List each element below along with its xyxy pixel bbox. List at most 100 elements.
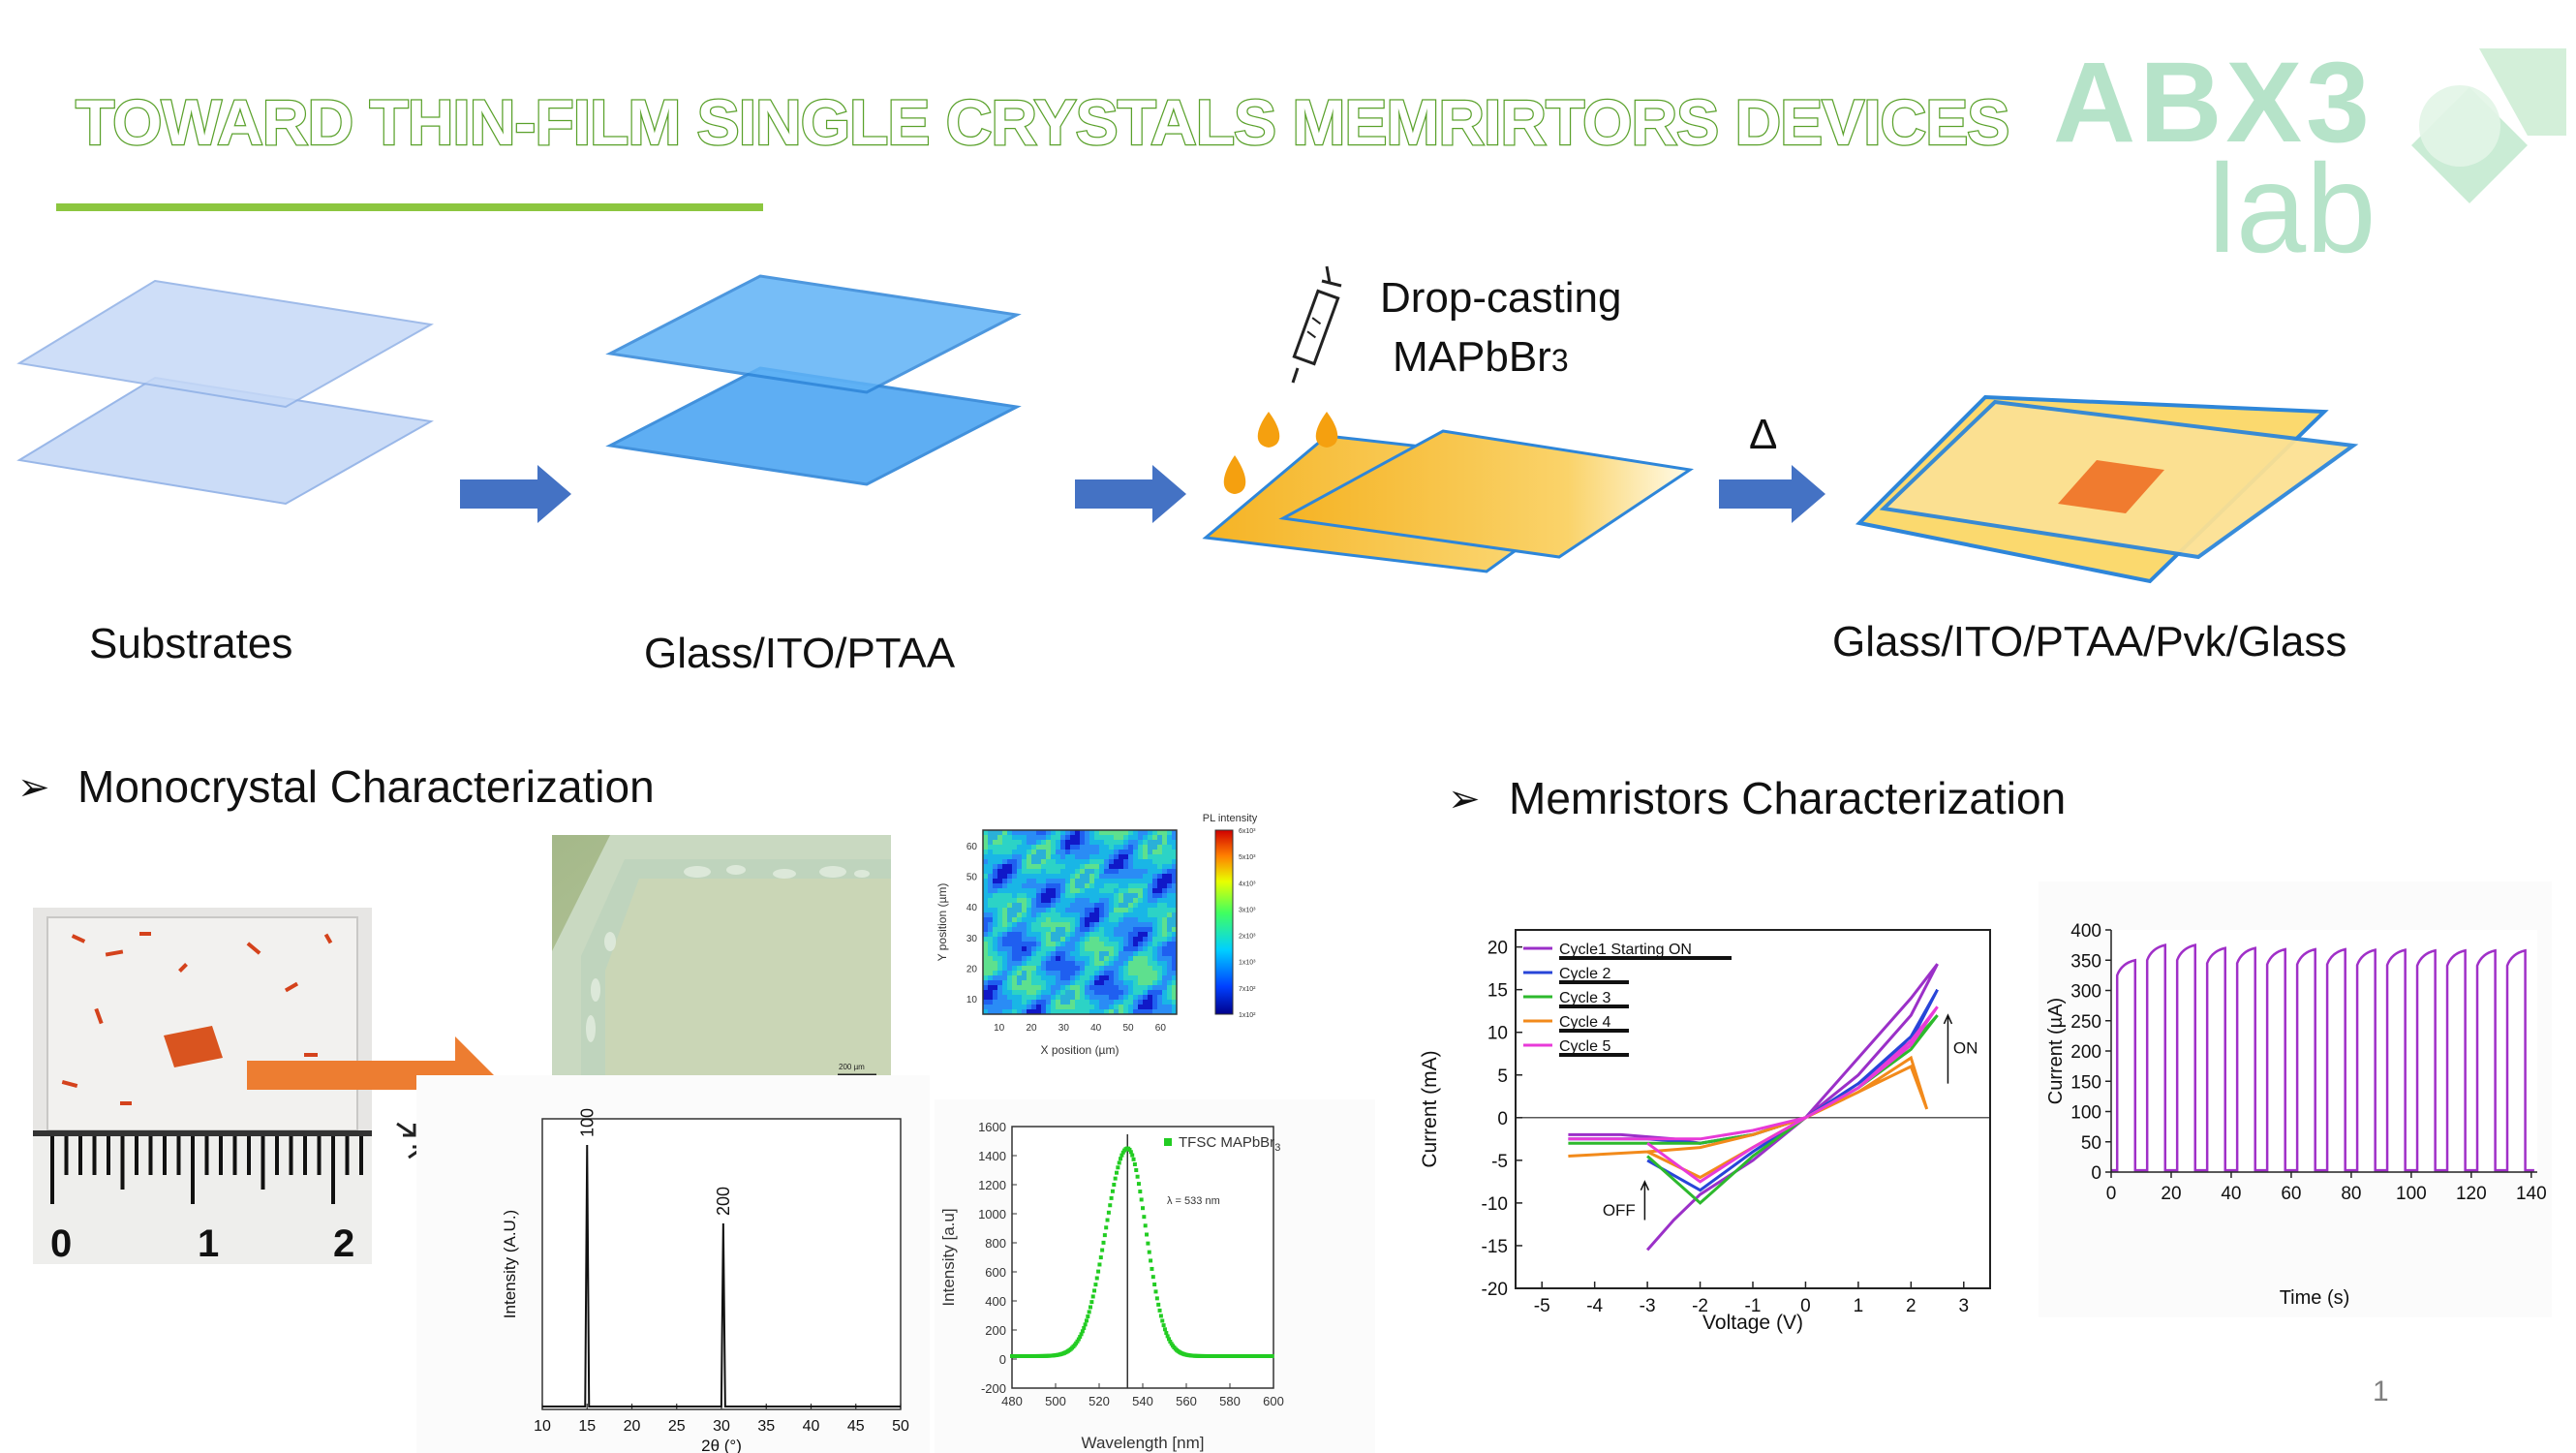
- heatmap-cell: [1172, 845, 1178, 850]
- heatmap-cell: [1114, 956, 1119, 962]
- heatmap-cell: [1089, 927, 1095, 933]
- heatmap-cell: [1143, 864, 1149, 870]
- pl-data-point: [1160, 1318, 1165, 1323]
- heatmap-cell: [983, 879, 989, 884]
- heatmap-cell: [1133, 908, 1139, 913]
- pl-data-point: [1102, 1233, 1107, 1238]
- heatmap-cell: [1041, 927, 1047, 933]
- heatmap-cell: [1027, 893, 1032, 899]
- heatmap-cell: [1148, 869, 1153, 875]
- heatmap-cell: [1031, 835, 1037, 841]
- heatmap-cell: [988, 908, 994, 913]
- heatmap-cell: [988, 951, 994, 957]
- heatmap-cell: [1123, 850, 1129, 855]
- heatmap-cell: [1123, 975, 1129, 981]
- heatmap-cell: [1109, 859, 1115, 865]
- heatmap-cell: [1080, 864, 1086, 870]
- heatmap-cell: [1167, 850, 1173, 855]
- heatmap-cell: [1119, 903, 1124, 909]
- heatmap-cell: [1036, 922, 1042, 928]
- heatmap-cell: [1002, 874, 1008, 880]
- heatmap-cell: [1114, 874, 1119, 880]
- heatmap-cell: [1089, 990, 1095, 996]
- heatmap-cell: [993, 980, 998, 986]
- heatmap-cell: [1060, 942, 1066, 947]
- pl-data-point: [1094, 1276, 1099, 1281]
- heatmap-cell: [997, 1000, 1003, 1005]
- heatmap-cell: [1114, 883, 1119, 889]
- heatmap-cell: [1036, 864, 1042, 870]
- heatmap-cell: [1109, 922, 1115, 928]
- heatmap-cell: [1046, 1000, 1052, 1005]
- heatmap-cell: [1060, 1009, 1066, 1015]
- pl-data-point: [1119, 1157, 1123, 1161]
- heatmap-cell: [1167, 874, 1173, 880]
- heatmap-cell: [1017, 912, 1023, 918]
- heatmap-cell: [1046, 927, 1052, 933]
- heatmap-cell: [1123, 971, 1129, 976]
- heatmap-cell: [1109, 854, 1115, 860]
- heatmap-cell: [1114, 966, 1119, 972]
- heatmap-cell: [1172, 874, 1178, 880]
- heatmap-cell: [1123, 830, 1129, 836]
- heatmap-cell: [1007, 922, 1013, 928]
- heatmap-cell: [1089, 1009, 1095, 1015]
- heatmap-cell: [1046, 951, 1052, 957]
- heatmap-cell: [983, 985, 989, 991]
- heatmap-cell: [1070, 937, 1076, 943]
- heatmap-cell: [1060, 854, 1066, 860]
- heatmap-cell: [1046, 975, 1052, 981]
- heatmap-cell: [1002, 937, 1008, 943]
- heatmap-cell: [993, 971, 998, 976]
- iv-ytick: 0: [1497, 1109, 1508, 1129]
- heatmap-cell: [1051, 898, 1057, 904]
- heatmap-cell: [1036, 830, 1042, 836]
- heatmap-cell: [1143, 854, 1149, 860]
- heatmap-cell: [1143, 922, 1149, 928]
- heatmap-cell: [1075, 869, 1081, 875]
- heatmap-cell: [1085, 966, 1090, 972]
- heatmap-cell: [993, 937, 998, 943]
- heatmap-cell: [1157, 1005, 1163, 1010]
- heatmap-ytick: 10: [966, 995, 978, 1005]
- heatmap-cell: [1056, 966, 1061, 972]
- pl-ytick: -200: [981, 1381, 1006, 1396]
- heatmap-cell: [983, 937, 989, 943]
- heatmap-cell: [1036, 985, 1042, 991]
- pl-data-point: [1120, 1150, 1125, 1155]
- heatmap-cell: [1046, 946, 1052, 952]
- heatmap-cell: [1119, 951, 1124, 957]
- heatmap-cell: [1148, 922, 1153, 928]
- heatmap-cell: [1157, 975, 1163, 981]
- heatmap-cell: [983, 971, 989, 976]
- heatmap-cell: [1089, 835, 1095, 841]
- heatmap-cell: [1128, 874, 1134, 880]
- heatmap-cell: [983, 942, 989, 947]
- heatmap-cell: [1017, 869, 1023, 875]
- heatmap-cell: [1104, 990, 1110, 996]
- heatmap-cell: [1031, 946, 1037, 952]
- heatmap-cell: [1046, 874, 1052, 880]
- heatmap-cell: [1065, 845, 1071, 850]
- heatmap-cell: [1056, 951, 1061, 957]
- heatmap-cell: [1167, 840, 1173, 846]
- xrd-xtick: 20: [624, 1418, 641, 1435]
- pl-data-point: [1098, 1255, 1103, 1260]
- pulse-ytick: 250: [2070, 1012, 2101, 1033]
- heatmap-cell: [1036, 995, 1042, 1001]
- heatmap-cell: [1162, 888, 1168, 894]
- heatmap-cell: [1128, 942, 1134, 947]
- iv-ytick: 10: [1487, 1024, 1508, 1044]
- pl-data-point: [1143, 1223, 1148, 1228]
- heatmap-cell: [1143, 917, 1149, 923]
- heatmap-cell: [1041, 879, 1047, 884]
- heatmap-cell: [1109, 946, 1115, 952]
- heatmap-cell: [1114, 869, 1119, 875]
- pl-xlabel: Wavelength [nm]: [1082, 1434, 1205, 1452]
- heatmap-cell: [1017, 995, 1023, 1001]
- heatmap-cell: [983, 850, 989, 855]
- heatmap-cell: [988, 893, 994, 899]
- heatmap-cell: [1007, 859, 1013, 865]
- heatmap-cell: [1128, 898, 1134, 904]
- heatmap-cell: [1133, 985, 1139, 991]
